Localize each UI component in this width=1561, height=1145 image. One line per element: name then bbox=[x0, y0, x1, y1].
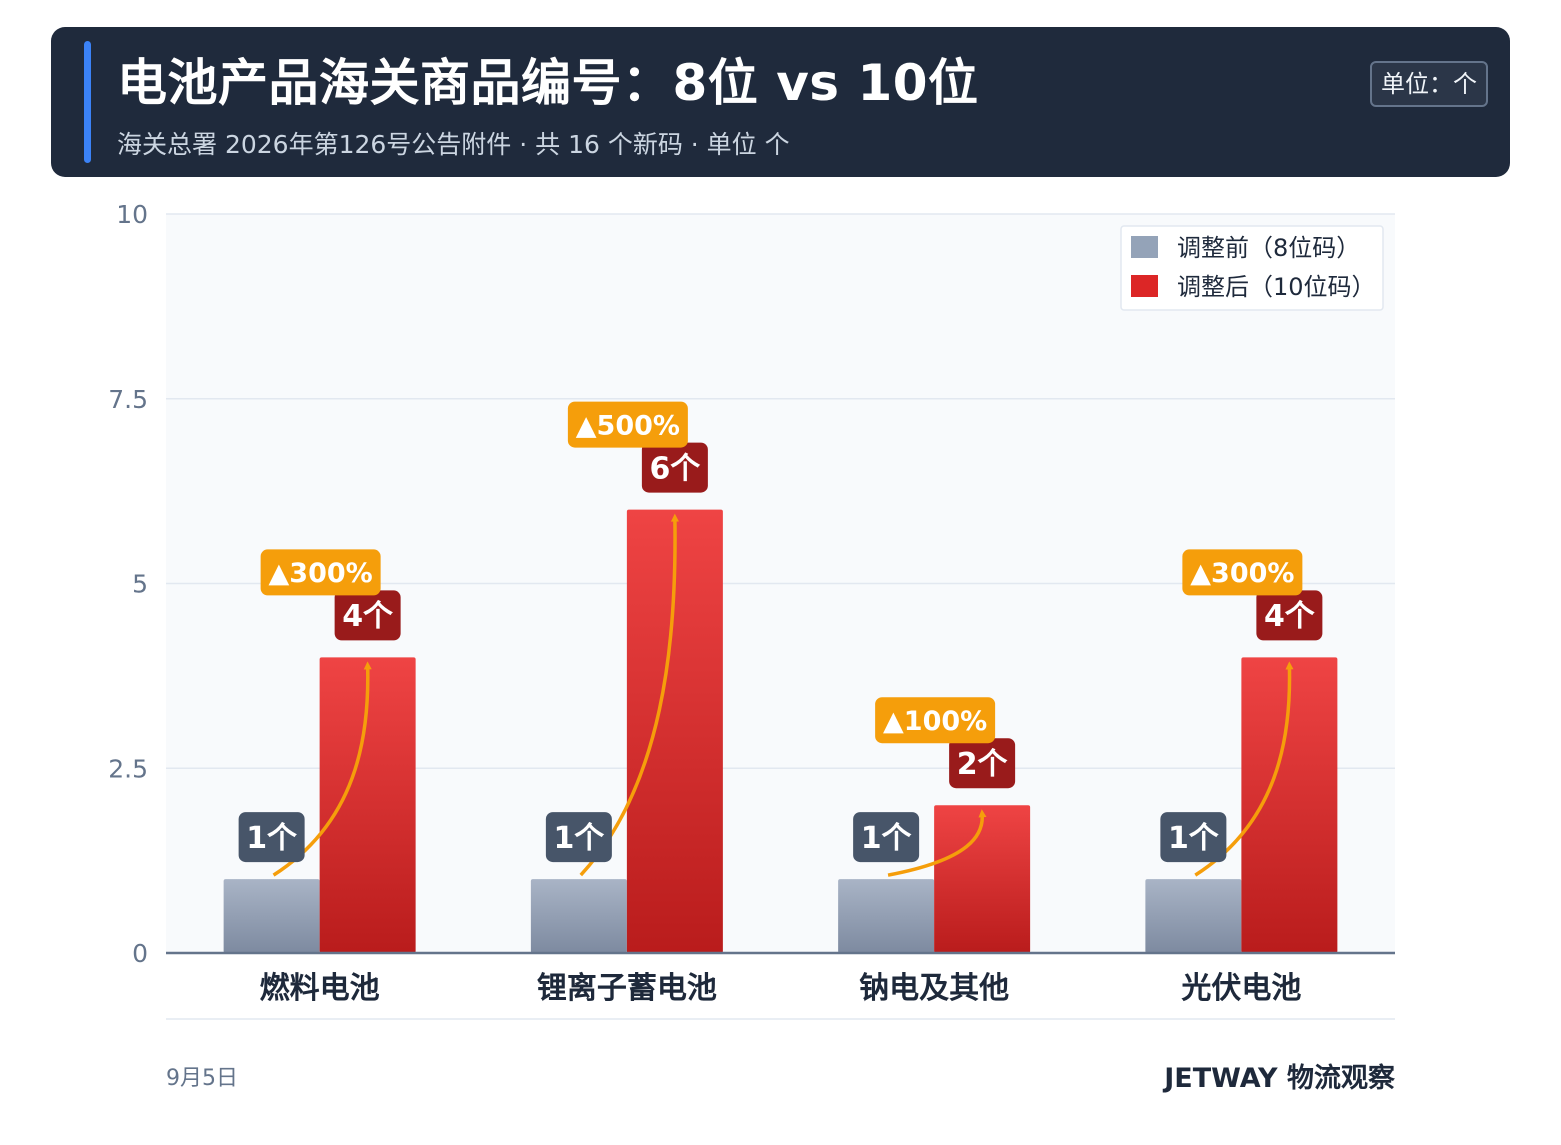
bar-after bbox=[1241, 657, 1338, 953]
bar-before bbox=[838, 879, 935, 953]
value-label-before-bg bbox=[238, 812, 305, 863]
title-accent-bar bbox=[84, 41, 91, 163]
growth-label: ▲500% bbox=[576, 410, 680, 441]
footer-brand: JETWAY 物流观察 bbox=[1164, 1063, 1395, 1094]
growth-label-bg bbox=[1182, 549, 1303, 596]
bar-after bbox=[319, 657, 416, 953]
value-label-before: 1个 bbox=[246, 821, 298, 856]
unit-badge: 单位：个 bbox=[1370, 61, 1488, 107]
growth-label-bg bbox=[567, 401, 688, 448]
value-label-after-bg bbox=[334, 590, 401, 641]
bar-before bbox=[1145, 879, 1242, 953]
value-label-before-bg bbox=[1160, 812, 1227, 863]
value-label-after-bg bbox=[949, 738, 1016, 789]
value-label-after: 4个 bbox=[342, 599, 394, 634]
y-tick-label: 0 bbox=[132, 939, 148, 968]
bar-after bbox=[934, 805, 1031, 953]
value-label-after: 6个 bbox=[649, 451, 701, 486]
x-category-label: 锂离子蓄电池 bbox=[537, 971, 717, 1006]
title-banner: 电池产品海关商品编号：8位 vs 10位 海关总署 2026年第126号公告附件… bbox=[51, 27, 1510, 177]
bar-before bbox=[530, 879, 627, 953]
x-category-label: 光伏电池 bbox=[1181, 971, 1301, 1006]
growth-label-bg bbox=[875, 697, 996, 744]
footer-date: 9月5日 bbox=[166, 1066, 238, 1091]
bar-before bbox=[223, 879, 320, 953]
growth-arrow bbox=[887, 809, 987, 877]
growth-label: ▲300% bbox=[1190, 558, 1294, 589]
value-label-before-bg bbox=[853, 812, 920, 863]
x-category-label: 钠电及其他 bbox=[859, 971, 1009, 1006]
legend-label-after: 调整后（10位码） bbox=[1177, 273, 1376, 301]
growth-label: ▲300% bbox=[269, 558, 373, 589]
y-tick-label: 10 bbox=[116, 200, 148, 229]
y-tick-label: 2.5 bbox=[108, 754, 148, 783]
value-label-before: 1个 bbox=[861, 821, 913, 856]
y-tick-label: 5 bbox=[132, 570, 148, 599]
bar-after bbox=[626, 509, 723, 953]
growth-label-bg bbox=[260, 549, 381, 596]
chart-title: 电池产品海关商品编号：8位 vs 10位 bbox=[117, 54, 979, 112]
value-label-before-bg bbox=[545, 812, 612, 863]
value-label-after-bg bbox=[1256, 590, 1323, 641]
legend-swatch-before bbox=[1131, 236, 1158, 258]
value-label-after: 2个 bbox=[957, 747, 1009, 782]
legend-box bbox=[1120, 225, 1384, 311]
value-label-after-bg bbox=[641, 442, 708, 493]
growth-label: ▲100% bbox=[883, 706, 987, 737]
value-label-before: 1个 bbox=[553, 821, 605, 856]
value-label-after: 4个 bbox=[1264, 599, 1316, 634]
x-category-label: 燃料电池 bbox=[260, 971, 380, 1006]
y-tick-label: 7.5 bbox=[108, 385, 148, 414]
value-label-before: 1个 bbox=[1168, 821, 1220, 856]
legend-label-before: 调整前（8位码） bbox=[1177, 234, 1360, 262]
legend-swatch-after bbox=[1131, 275, 1158, 297]
chart-subtitle: 海关总署 2026年第126号公告附件 · 共 16 个新码 · 单位 个 bbox=[117, 130, 790, 159]
